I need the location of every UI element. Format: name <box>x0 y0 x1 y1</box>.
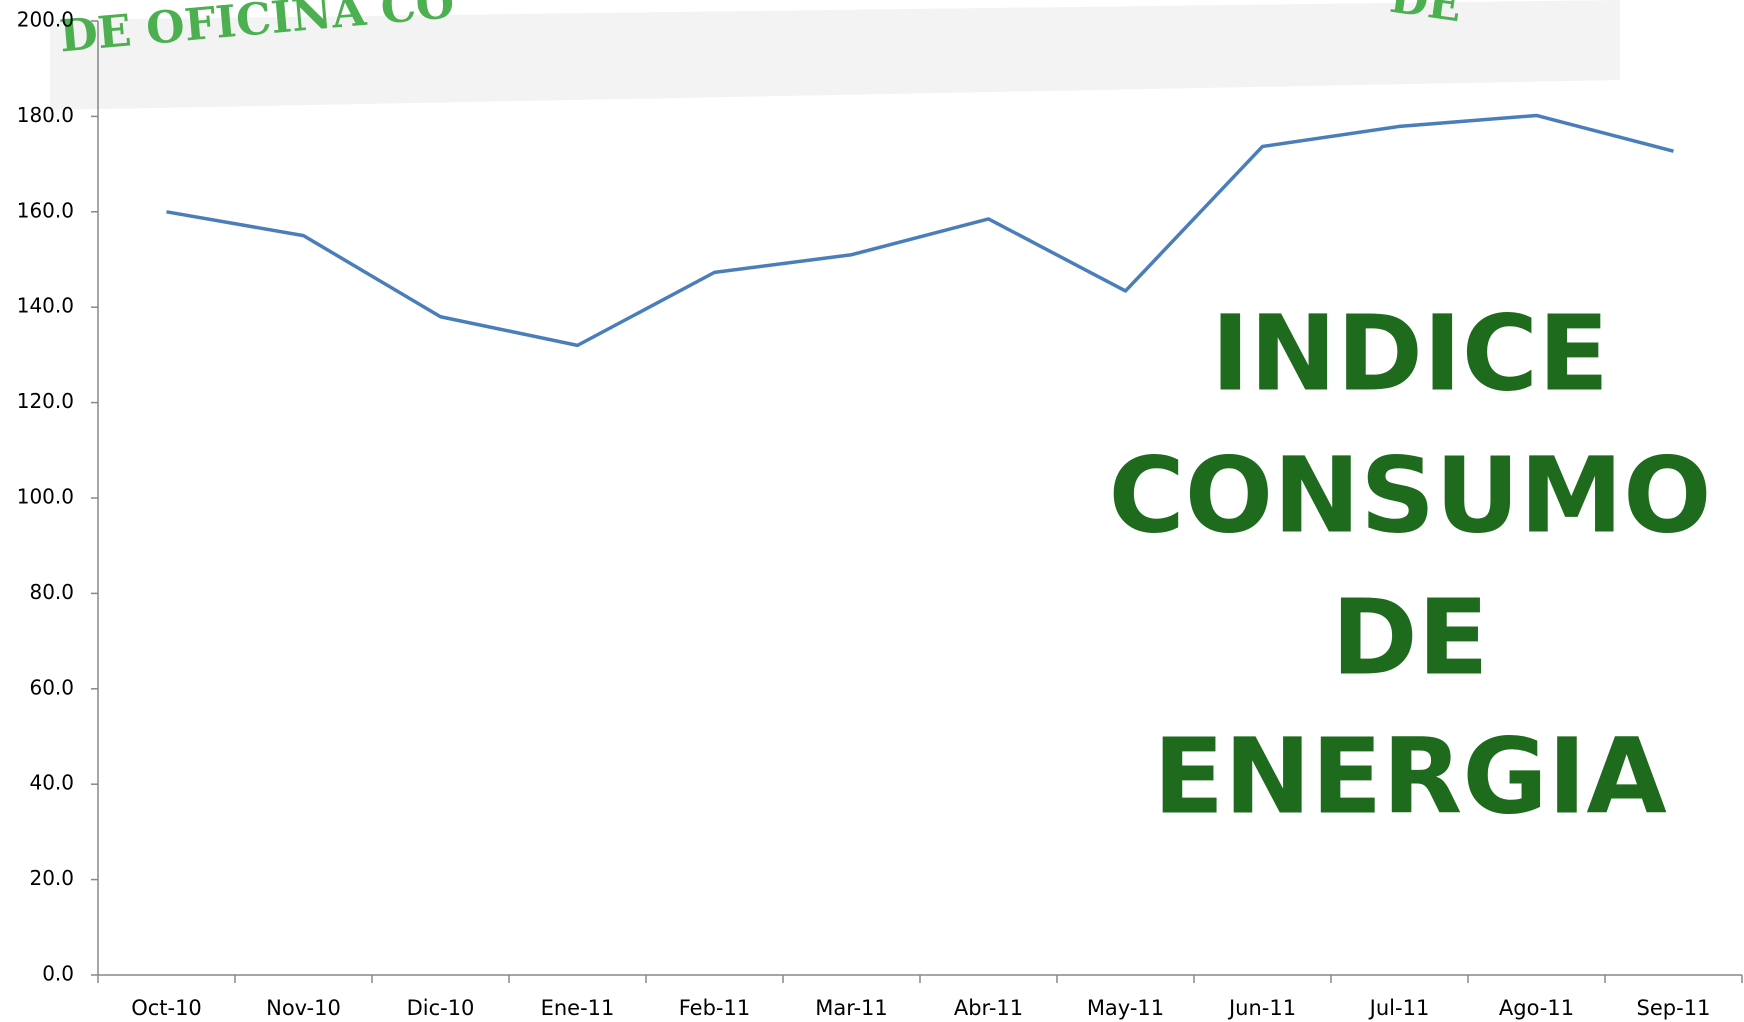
y-tick-label: 60.0 <box>29 675 74 699</box>
x-tick-label: Ene-11 <box>541 996 615 1020</box>
y-tick-label: 120.0 <box>17 389 74 413</box>
annotation-line: CONSUMO <box>1108 434 1711 556</box>
y-tick-label: 140.0 <box>17 294 74 318</box>
y-tick-label: 0.0 <box>42 962 74 986</box>
x-tick-label: Dic-10 <box>407 996 475 1020</box>
x-tick-label: Mar-11 <box>815 996 888 1020</box>
y-tick-label: 160.0 <box>17 198 74 222</box>
annotation-line: ENERGIA <box>1153 715 1667 837</box>
y-tick-label: 20.0 <box>29 866 74 890</box>
y-tick-label: 100.0 <box>17 485 74 509</box>
annotation-line: DE <box>1331 576 1488 698</box>
x-tick-label: Feb-11 <box>679 996 750 1020</box>
x-tick-label: May-11 <box>1087 996 1164 1020</box>
x-tick-label: Nov-10 <box>266 996 341 1020</box>
x-tick-label: Oct-10 <box>131 996 202 1020</box>
y-tick-label: 40.0 <box>29 771 74 795</box>
data-line <box>166 113 1674 348</box>
x-tick-label: Ago-11 <box>1499 996 1574 1020</box>
banner-background <box>50 0 1620 110</box>
x-tick-label: Jul-11 <box>1368 996 1430 1020</box>
x-tick-label: Jun-11 <box>1227 996 1296 1020</box>
annotation-line: INDICE <box>1211 292 1609 414</box>
y-tick-label: 80.0 <box>29 580 74 604</box>
y-tick-label: 180.0 <box>17 103 74 127</box>
y-tick-label: 200.0 <box>17 8 74 32</box>
x-tick-label: Abr-11 <box>954 996 1023 1020</box>
x-tick-label: Sep-11 <box>1637 996 1711 1020</box>
